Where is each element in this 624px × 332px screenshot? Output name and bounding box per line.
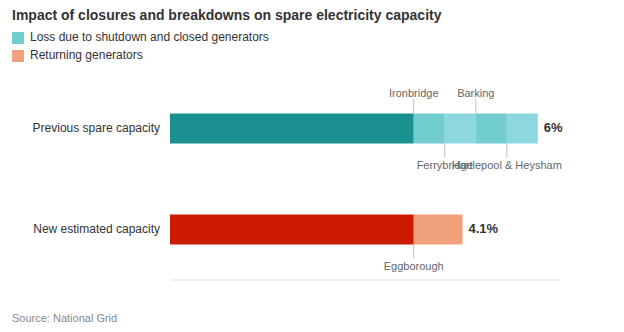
end-label: 4.1% <box>469 221 499 236</box>
title: Impact of closures and breakdowns on spa… <box>12 7 442 23</box>
annotation: Barking <box>457 87 494 114</box>
legend-swatch <box>12 50 24 62</box>
annotation: Ironbridge <box>389 87 439 114</box>
legend-label: Returning generators <box>30 48 143 62</box>
source: Source: National Grid <box>12 312 117 324</box>
legend: Loss due to shutdown and closed generato… <box>12 30 269 62</box>
leader-line <box>475 100 476 114</box>
bar-segment <box>445 114 476 144</box>
annotation-label: Hartlepool & Heysham <box>452 159 562 171</box>
legend-swatch <box>12 32 24 44</box>
bar-segment <box>414 114 445 144</box>
end-label: 6% <box>544 120 563 135</box>
category-label: Previous spare capacity <box>33 121 160 135</box>
legend-label: Loss due to shutdown and closed generato… <box>30 30 269 44</box>
annotation-label: Ironbridge <box>389 87 439 99</box>
annotation: Hartlepool & Heysham <box>452 144 562 171</box>
annotation-label: Eggborough <box>384 260 444 272</box>
chart: Impact of closures and breakdowns on spa… <box>0 0 624 332</box>
category-label: New estimated capacity <box>33 222 160 236</box>
leader-line <box>413 100 414 114</box>
leader-line <box>413 245 414 259</box>
leader-line <box>506 144 507 158</box>
annotation-label: Barking <box>457 87 494 99</box>
bar-segment <box>476 114 507 144</box>
bars <box>170 114 538 245</box>
x-axis-line <box>170 280 560 281</box>
bar-segment <box>170 114 414 144</box>
leader-line <box>444 144 445 158</box>
bar-segment <box>170 215 414 245</box>
bar-segment <box>507 114 538 144</box>
bar-segment <box>414 215 463 245</box>
annotation: Eggborough <box>384 245 444 272</box>
